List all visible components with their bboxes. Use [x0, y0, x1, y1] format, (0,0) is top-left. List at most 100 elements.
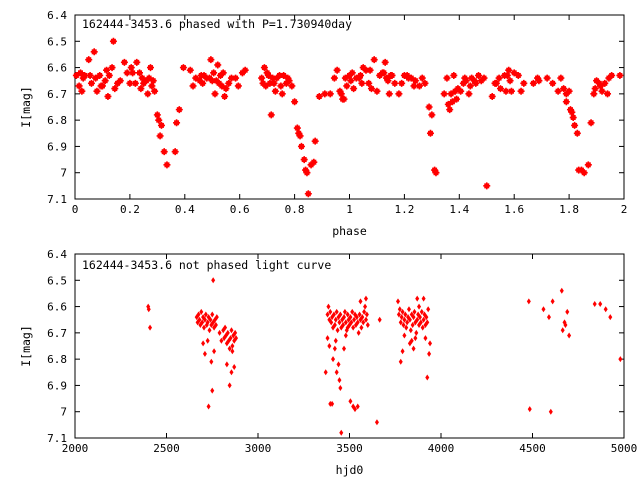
data-point: [228, 335, 233, 342]
data-point: [400, 348, 405, 355]
data-point: [406, 306, 411, 313]
data-point: [398, 358, 403, 365]
data-point: [616, 71, 624, 79]
y-axis-label: I[mag]: [19, 86, 33, 128]
x-tick-label: 4000: [428, 442, 455, 455]
data-point: [354, 314, 359, 321]
data-point: [136, 69, 144, 77]
x-ticks: 2000 2500 3000 3500 4000 4500 5000: [62, 254, 637, 455]
x-tick-label: 3500: [336, 442, 363, 455]
data-point: [92, 74, 100, 82]
data-point: [203, 311, 208, 318]
y-tick-label: 6.7: [47, 88, 67, 101]
data-point: [517, 87, 525, 95]
data-point: [506, 77, 514, 85]
data-point: [280, 71, 288, 79]
y-tick-label: 7: [60, 167, 67, 180]
data-point: [277, 82, 285, 90]
y-tick-label: 6.5: [47, 35, 67, 48]
data-point: [285, 77, 293, 85]
data-point: [327, 343, 332, 349]
data-point: [520, 79, 528, 87]
data-point: [377, 316, 382, 323]
data-point: [328, 308, 333, 315]
y-tick-label: 6.8: [47, 114, 67, 127]
data-point: [337, 319, 342, 326]
data-point: [202, 350, 207, 357]
data-point: [598, 300, 603, 307]
y-tick-label: 6.7: [47, 327, 67, 340]
data-point: [331, 356, 336, 363]
data-point: [358, 79, 366, 87]
data-point: [402, 316, 407, 323]
data-point: [151, 87, 159, 95]
data-point: [480, 74, 488, 82]
data-point: [213, 321, 218, 328]
data-point: [173, 119, 181, 127]
data-point: [592, 300, 597, 307]
data-point: [341, 74, 349, 82]
data-point: [326, 90, 334, 98]
data-point: [342, 308, 347, 315]
data-point: [234, 335, 239, 342]
data-point: [145, 74, 153, 82]
data-point: [210, 69, 218, 77]
data-point: [241, 66, 249, 74]
data-point: [202, 324, 207, 331]
data-point: [330, 400, 335, 407]
data-point: [529, 79, 537, 87]
data-point: [133, 58, 141, 66]
data-point: [87, 79, 95, 87]
data-point: [325, 335, 330, 342]
data-point: [411, 314, 416, 321]
data-point: [232, 364, 237, 371]
data-point: [214, 61, 222, 69]
data-point: [548, 408, 553, 415]
data-point: [385, 90, 393, 98]
x-ticks: 0 0.2 0.4 0.6 0.8 1 1.2 1.4 1.6 1.8 2: [72, 15, 627, 216]
data-point: [227, 382, 232, 389]
data-point: [418, 319, 423, 326]
data-point: [129, 69, 137, 77]
data-point: [334, 369, 339, 376]
data-point: [300, 156, 308, 164]
data-point: [120, 58, 128, 66]
data-point: [296, 132, 304, 140]
data-point: [608, 71, 616, 79]
data-point: [223, 324, 228, 331]
data-point: [206, 403, 211, 410]
data-point: [388, 71, 396, 79]
data-point: [397, 306, 402, 313]
data-point: [209, 358, 214, 365]
data-point: [352, 406, 357, 413]
data-point: [365, 79, 373, 87]
data-point: [411, 345, 416, 352]
data-point: [466, 82, 474, 90]
data-point: [208, 316, 213, 323]
data-point: [462, 77, 470, 85]
data-point: [421, 316, 426, 323]
data-point: [202, 316, 207, 323]
data-point: [507, 87, 515, 95]
data-point: [211, 90, 219, 98]
data-point: [234, 82, 242, 90]
data-point: [212, 348, 217, 355]
data-point: [604, 90, 612, 98]
data-point: [370, 56, 378, 64]
data-point: [217, 329, 222, 336]
data-point: [398, 79, 406, 87]
data-point: [331, 311, 336, 318]
data-point: [341, 321, 346, 328]
data-point: [350, 308, 355, 315]
data-point: [155, 116, 163, 124]
data-point: [568, 108, 576, 116]
y-tick-label: 6.4: [47, 9, 67, 22]
data-point: [543, 74, 551, 82]
data-point: [311, 137, 319, 145]
data-point: [425, 374, 430, 381]
data-point: [550, 298, 555, 305]
data-point: [233, 329, 238, 336]
data-point: [336, 361, 341, 368]
data-point: [225, 79, 233, 87]
data-point: [338, 311, 343, 318]
